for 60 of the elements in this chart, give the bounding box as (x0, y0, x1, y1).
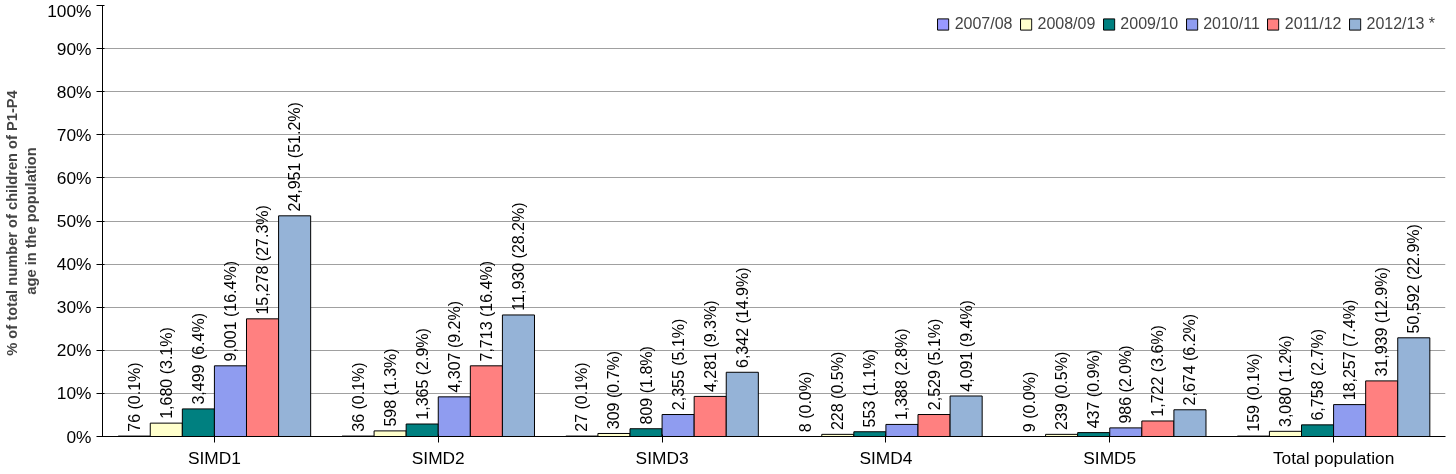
data-label: 553 (1.1%) (861, 349, 879, 428)
y-tick-label: 60% (56, 167, 92, 188)
data-label: 50,592 (22.9%) (1405, 224, 1423, 334)
data-label: 2,529 (5.1%) (925, 318, 943, 411)
data-label: 15,278 (27.3%) (254, 205, 272, 315)
y-tick-label: 20% (56, 340, 92, 361)
data-label: 4,091 (9.4%) (957, 300, 975, 392)
data-label: 36 (0.1%) (349, 362, 367, 432)
x-tick-label: SIMD1 (187, 447, 241, 468)
data-label: 598 (1.3%) (381, 348, 399, 427)
y-tick-label: 100% (47, 0, 92, 21)
y-tick-label: 10% (56, 383, 92, 404)
data-label: 8 (0.0%) (797, 371, 815, 433)
data-label: 27 (0.1%) (573, 362, 591, 432)
data-label: 1,722 (3.6%) (1149, 325, 1167, 417)
y-tick-label: 30% (56, 297, 92, 318)
data-label: 2,355 (5.1%) (669, 318, 687, 411)
data-label: 986 (2.0%) (1117, 345, 1135, 424)
data-label: 4,307 (9.2%) (445, 300, 463, 393)
x-tick-label: SIMD3 (635, 447, 689, 468)
data-label: 9,001 (16.4%) (221, 260, 239, 362)
y-tick-label: 50% (56, 211, 92, 231)
data-label: 3,499 (6.4%) (189, 313, 207, 405)
y-tick-label: 40% (56, 254, 92, 275)
data-label: 18,257 (7.4%) (1341, 299, 1359, 401)
data-label: 31,939 (12.9%) (1373, 267, 1391, 377)
x-tick-label: SIMD5 (1083, 447, 1137, 468)
data-label: 1,388 (2.8%) (893, 328, 911, 421)
data-label: 228 (0.5%) (829, 351, 847, 431)
data-label: 7,713 (16.4%) (477, 260, 495, 362)
y-tick-label: 0% (66, 426, 92, 447)
legend-label: 2007/08 (954, 15, 1013, 33)
y-axis-title: % of total number of children of P1-P4 age in the population (3, 89, 40, 356)
legend-label: 2008/09 (1037, 15, 1096, 33)
data-label: 309 (0.7%) (605, 350, 623, 430)
data-label: 11,930 (28.2%) (509, 202, 527, 311)
y-tick-label: 90% (56, 38, 92, 59)
legend-label: 2012/13 * (1366, 15, 1435, 33)
y-tick-label: 80% (56, 81, 92, 102)
data-label: 24,951 (51.2%) (286, 102, 304, 212)
data-label: 2,674 (6.2%) (1181, 313, 1199, 406)
legend-label: 2010/11 (1203, 15, 1260, 33)
x-tick-label: Total population (1272, 447, 1395, 468)
data-label: 6,342 (14.9%) (733, 267, 751, 368)
x-tick-label: SIMD4 (859, 447, 913, 468)
data-label: 809 (1.8%) (637, 346, 655, 425)
data-label: 6,758 (2.7%) (1309, 328, 1327, 421)
x-tick-label: SIMD2 (411, 447, 465, 468)
data-label: 76 (0.1%) (125, 362, 143, 432)
data-label: 4,281 (9.3%) (701, 300, 719, 393)
data-label: 1,365 (2.9%) (413, 328, 431, 420)
data-label: 437 (0.9%) (1085, 350, 1103, 429)
y-tick-label: 70% (56, 124, 92, 145)
data-label: 159 (0.1%) (1244, 353, 1262, 432)
data-label: 9 (0.0%) (1021, 371, 1039, 433)
data-label: 239 (0.5%) (1053, 351, 1071, 431)
data-label: 3,080 (1.2%) (1276, 335, 1294, 428)
data-label: 1,680 (3.1%) (157, 327, 175, 419)
legend-label: 2011/12 (1284, 15, 1342, 33)
legend-label: 2009/10 (1120, 15, 1179, 33)
